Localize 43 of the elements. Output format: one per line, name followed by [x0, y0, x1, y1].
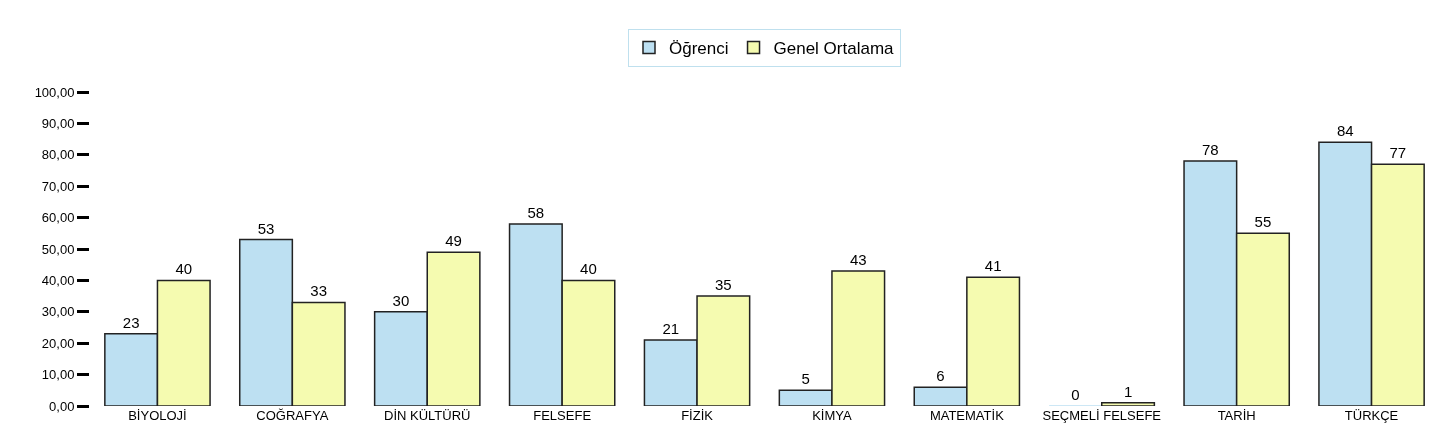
y-tick-label: 100,00 [34, 84, 75, 100]
data-label: 40 [580, 260, 597, 278]
data-label: 23 [122, 313, 140, 331]
data-label: 33 [310, 282, 327, 300]
data-label: 40 [175, 260, 193, 278]
data-label: 1 [1123, 382, 1133, 400]
y-tick-label: 70,00 [41, 178, 75, 194]
legend-label: Öğrenci [669, 39, 729, 59]
x-tick-label: KİMYA [812, 408, 853, 423]
y-tick-label: 30,00 [41, 304, 75, 320]
data-label: 35 [715, 276, 732, 294]
y-tick-label: 50,00 [41, 241, 75, 257]
x-tick-label: FELSEFE [533, 408, 592, 423]
data-label: 84 [1336, 122, 1354, 140]
data-label: 78 [1202, 141, 1219, 159]
data-label: 77 [1389, 144, 1407, 162]
y-tick-label: 20,00 [41, 335, 75, 351]
x-tick-label: COĞRAFYA [256, 408, 329, 423]
data-label: 55 [1254, 213, 1272, 231]
y-tick-label: 10,00 [41, 367, 75, 383]
x-tick-label: MATEMATİK [929, 408, 1005, 423]
x-tick-label: DİN KÜLTÜRÜ [384, 408, 471, 423]
y-tick-label: 80,00 [41, 147, 75, 163]
y-tick-label: 60,00 [41, 210, 75, 226]
x-tick-label: TÜRKÇE [1344, 408, 1399, 423]
data-label: 53 [257, 219, 275, 237]
data-label: 58 [527, 203, 545, 221]
x-tick-label: BİYOLOJİ [128, 408, 187, 423]
data-label: 41 [984, 257, 1002, 275]
data-label: 49 [445, 232, 462, 250]
x-tick-label: FİZİK [681, 408, 714, 423]
data-label: 30 [392, 291, 410, 309]
x-tick-label: SEÇMELİ FELSEFE [1042, 408, 1162, 423]
data-label: 0 [1071, 386, 1080, 403]
data-label: 43 [849, 250, 867, 268]
data-label: 6 [936, 367, 945, 385]
legend-label: Genel Ortalama [773, 39, 895, 59]
y-tick-label: 40,00 [41, 272, 75, 288]
data-label: 21 [662, 320, 680, 338]
y-tick-label: 90,00 [41, 115, 75, 131]
x-tick-label: TARİH [1217, 408, 1256, 423]
y-tick-label: 0,00 [49, 398, 75, 414]
data-label: 5 [801, 370, 810, 388]
